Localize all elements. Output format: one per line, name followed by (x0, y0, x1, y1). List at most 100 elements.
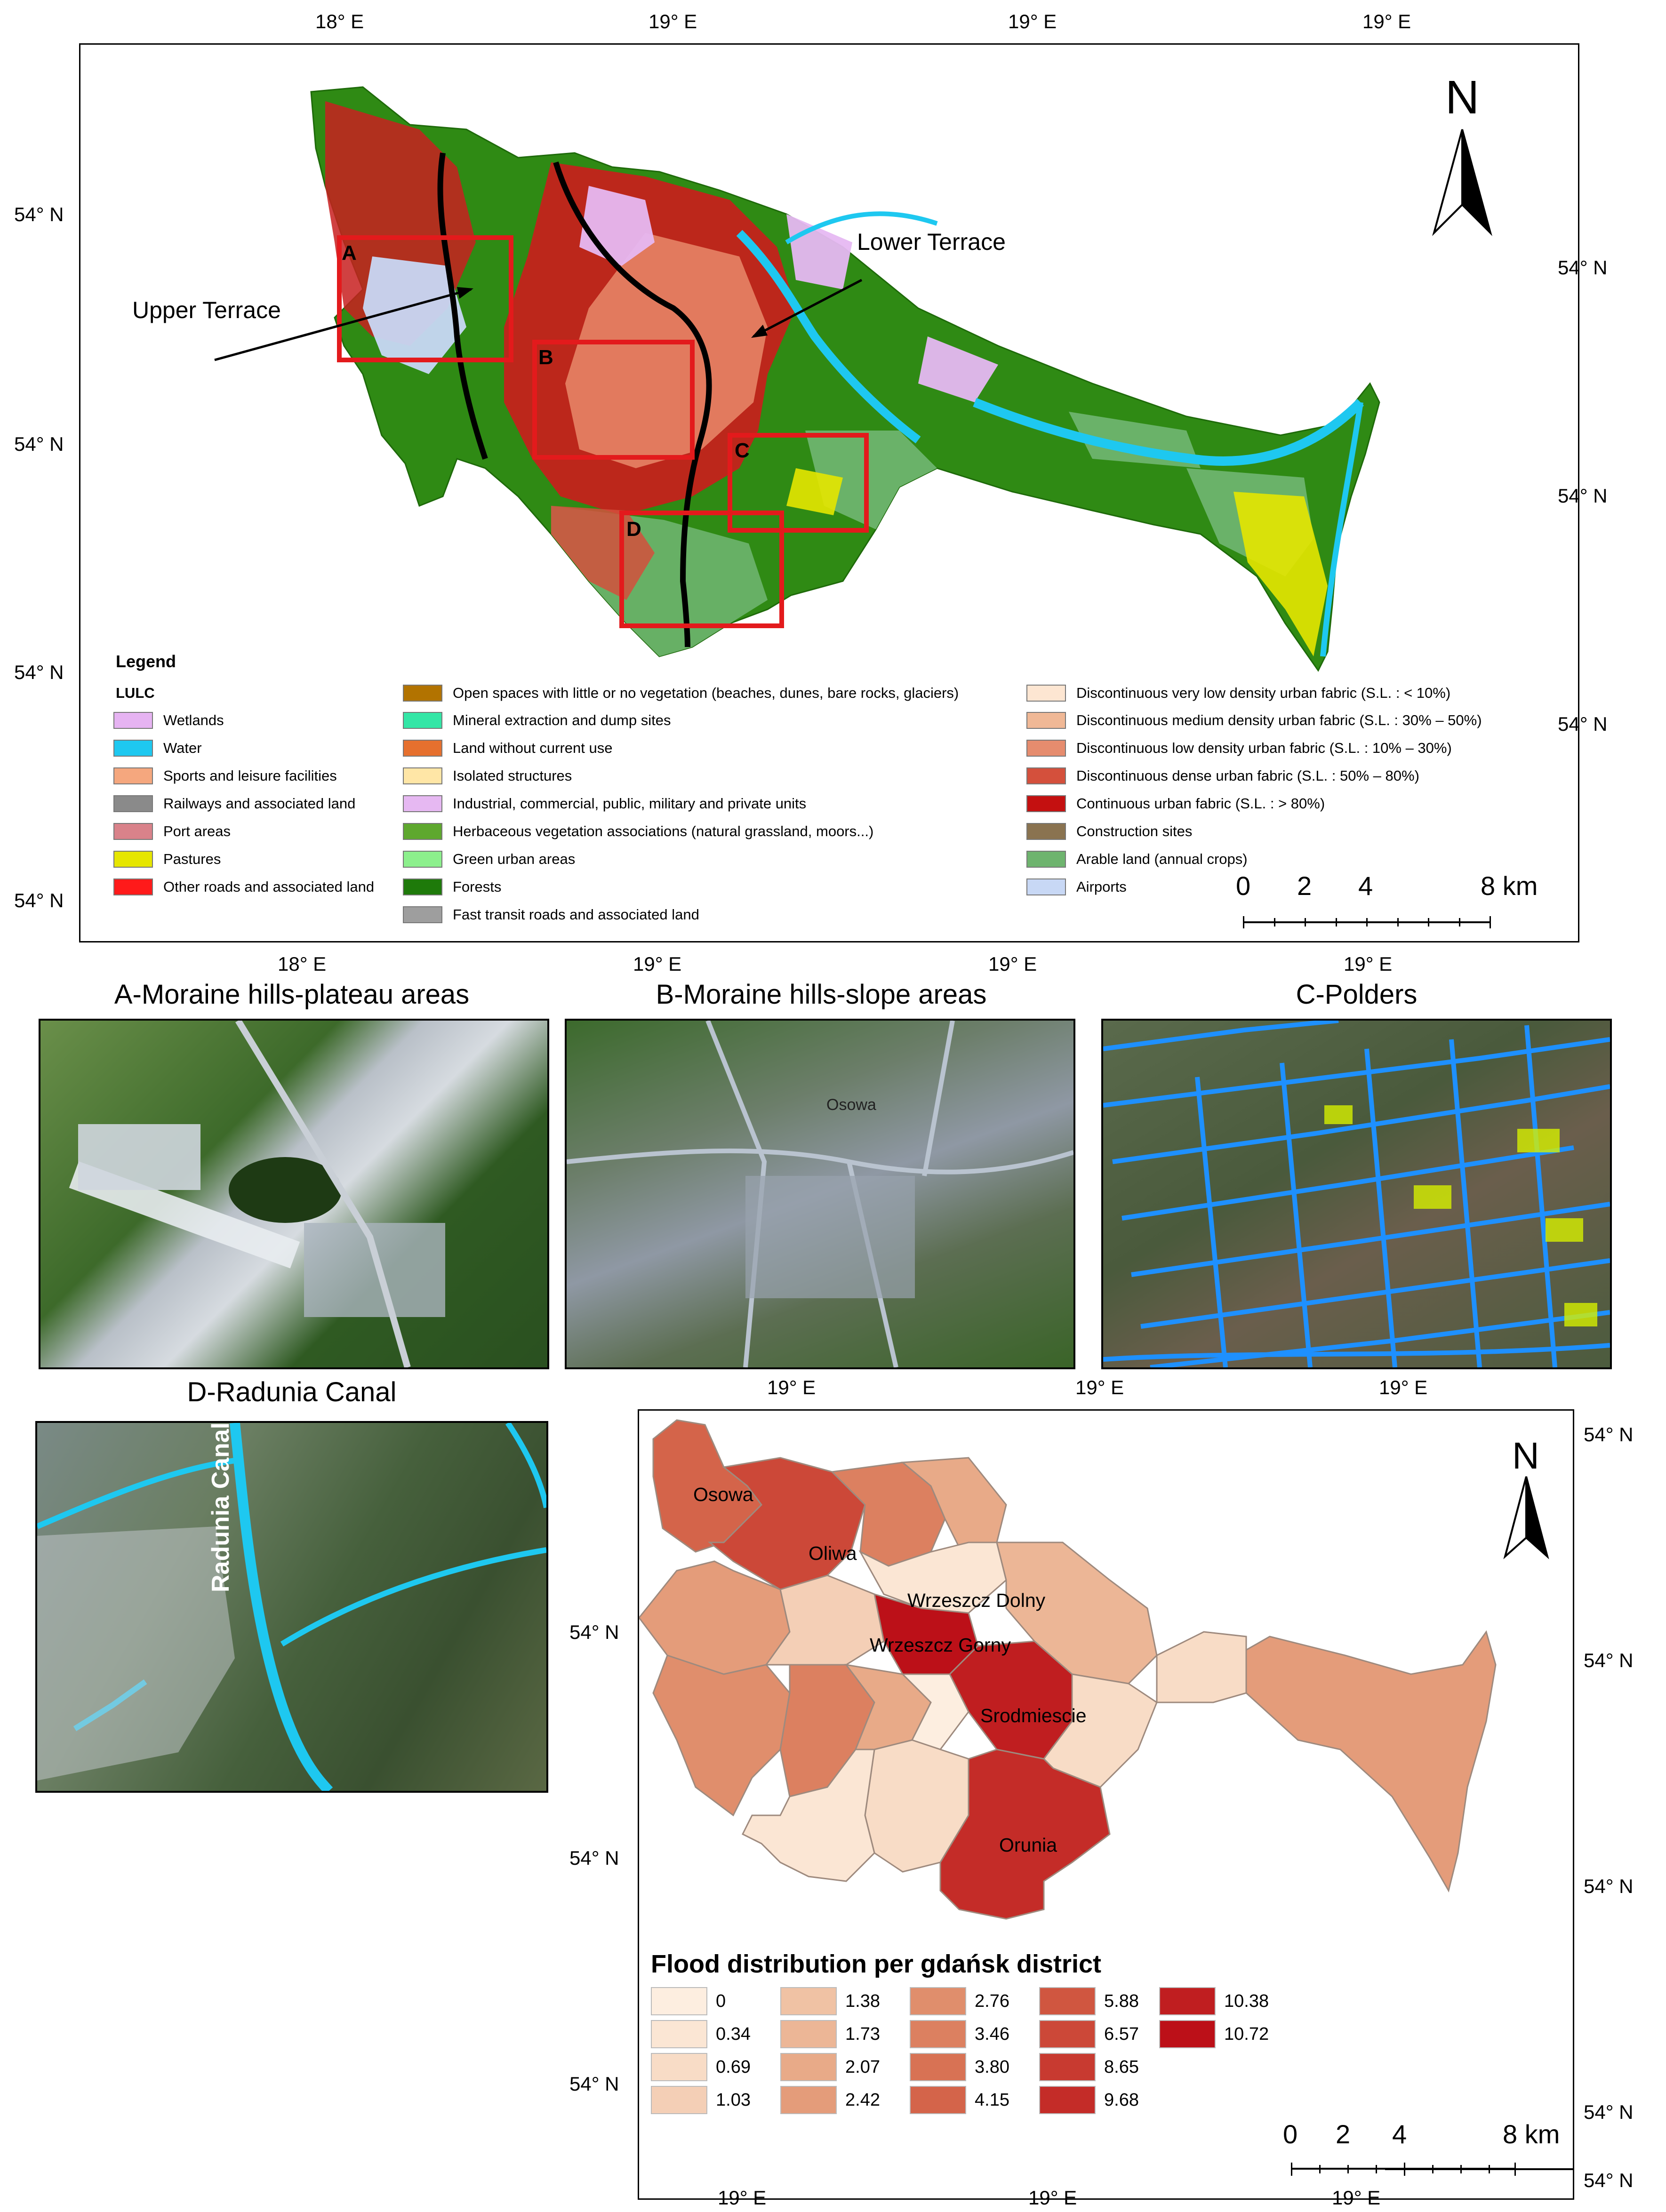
bottom-tick-2: 19° E (633, 953, 682, 975)
box-a-label: A (342, 241, 357, 264)
legend-swatch (1026, 851, 1066, 868)
legend-swatch (403, 823, 442, 840)
flood-bottom-tick-1: 19° E (718, 2187, 767, 2209)
flood-right-tick-2: 54° N (1584, 1649, 1634, 1671)
flood-swatch (780, 2020, 837, 2048)
top-tick-3: 19° E (1008, 10, 1057, 32)
legend-label: Industrial, commercial, public, military… (453, 795, 807, 812)
flood-class-label: 4.15 (975, 2090, 1009, 2110)
left-tick-3: 54° N (14, 661, 64, 683)
lulc-map-canvas (214, 86, 1492, 923)
osowa-label: Osowa (826, 1096, 876, 1114)
inset-b-title: B-Moraine hills-slope areas (656, 979, 987, 1010)
flood-left-tick-2: 54° N (569, 1847, 619, 1869)
lulc-map-frame: Upper Terrace Lower Terrace A B C D N 0 … (79, 43, 1579, 942)
box-d (619, 511, 784, 628)
flood-swatch (651, 2086, 707, 2114)
river-branch (785, 211, 938, 245)
flood-scale-2: 2 (1336, 2119, 1351, 2149)
industrial-area (363, 256, 466, 374)
flood-left-tick-3: 54° N (569, 2073, 619, 2095)
legend-subtitle: LULC (116, 685, 155, 701)
legend-label: Open spaces with little or no vegetation… (453, 685, 959, 701)
flood-class-label: 2.07 (845, 2057, 880, 2077)
legend-label: Land without current use (453, 740, 613, 756)
inset-a-title: A-Moraine hills-plateau areas (114, 979, 470, 1010)
forest-patch (229, 1157, 342, 1223)
legend-label: Other roads and associated land (163, 878, 375, 895)
flood-swatch (910, 1987, 966, 2015)
flood-swatch (910, 2086, 966, 2114)
legend-swatch (113, 851, 153, 868)
flood-left-tick-1: 54° N (569, 1621, 619, 1643)
pasture-fields (1324, 1105, 1597, 1326)
inset-d-title: D-Radunia Canal (187, 1377, 397, 1407)
legend-swatch (1026, 685, 1066, 702)
legend-swatch (1026, 795, 1066, 812)
box-c-label: C (735, 439, 750, 462)
flood-top-tick-1: 19° E (767, 1376, 816, 1398)
urban-block (745, 1176, 915, 1298)
legend-label: Discontinuous low density urban fabric (… (1076, 740, 1452, 756)
district-orunia (939, 1749, 1111, 1920)
district-srodmiescie (949, 1640, 1073, 1760)
district-label-wrzeszcz-gorny: Wrzeszcz Gorny (870, 1634, 1011, 1656)
flood-swatch (780, 2086, 837, 2114)
lower-terrace-line (553, 161, 712, 647)
upper-terrace-arrowhead (457, 287, 473, 299)
upper-terrace-label: Upper Terrace (132, 297, 281, 323)
legend-swatch (1026, 767, 1066, 784)
flood-right-tick-3: 54° N (1584, 1875, 1634, 1897)
district-east-spit (1236, 1630, 1497, 1893)
flood-class-label: 6.57 (1104, 2024, 1139, 2044)
top-tick-4: 19° E (1362, 10, 1411, 32)
flood-class-label: 5.88 (1104, 1991, 1139, 2011)
pink-zones (579, 186, 998, 402)
coast-spit (1320, 402, 1363, 657)
district-label-osowa: Osowa (693, 1484, 753, 1505)
tributary-3 (505, 1423, 546, 1509)
legend-swatch (113, 823, 153, 840)
flood-north-arrow-left (1503, 1476, 1527, 1559)
inset-d-image: Radunia Canal (35, 1421, 548, 1793)
flood-class-label: 8.65 (1104, 2057, 1139, 2077)
legend-swatch (113, 767, 153, 784)
legend-label: Construction sites (1076, 823, 1193, 839)
legend-swatch (403, 685, 442, 702)
box-d-label: D (626, 518, 641, 541)
tributary-1 (37, 1458, 235, 1529)
flood-class-label: 0.69 (716, 2057, 751, 2077)
district-label-wrzeszcz-dolny: Wrzeszcz Dolny (907, 1589, 1046, 1611)
flood-swatch (1159, 1987, 1216, 2015)
district-west-2 (652, 1654, 791, 1817)
flood-class-label: 1.73 (845, 2024, 880, 2044)
scale-label-4: 4 (1358, 871, 1373, 901)
bottom-tick-4: 19° E (1344, 953, 1393, 975)
lower-terrace-arrow (753, 279, 863, 338)
urban-mixed (565, 233, 768, 468)
flood-legend-title: Flood distribution per gdańsk district (651, 1950, 1102, 1978)
flood-map-canvas (639, 1419, 1573, 2170)
arable-east (805, 412, 1314, 576)
legend-swatch (1026, 823, 1066, 840)
lower-terrace-arrowhead (751, 325, 768, 338)
flood-class-label: 1.38 (845, 1991, 880, 2011)
north-arrow-left (1432, 129, 1463, 236)
flood-bottom-tick-3: 19° E (1332, 2187, 1381, 2209)
box-b-label: B (538, 346, 553, 369)
left-tick-2: 54° N (14, 433, 64, 455)
flood-class-label: 3.80 (975, 2057, 1009, 2077)
inset-b-image: Osowa (565, 1019, 1075, 1369)
legend-swatch (403, 851, 442, 868)
flood-swatch (1039, 2086, 1096, 2114)
flood-class-label: 10.72 (1224, 2024, 1269, 2044)
bottom-tick-3: 19° E (988, 953, 1037, 975)
legend-swatch (403, 795, 442, 812)
right-tick-2: 54° N (1558, 485, 1608, 507)
flood-class-label: 9.68 (1104, 2090, 1139, 2110)
legend-swatch (1026, 712, 1066, 729)
flood-class-label: 2.42 (845, 2090, 880, 2110)
top-tick-1: 18° E (315, 10, 364, 32)
flood-top-tick-2: 19° E (1075, 1376, 1124, 1398)
urban-west (37, 1526, 235, 1781)
